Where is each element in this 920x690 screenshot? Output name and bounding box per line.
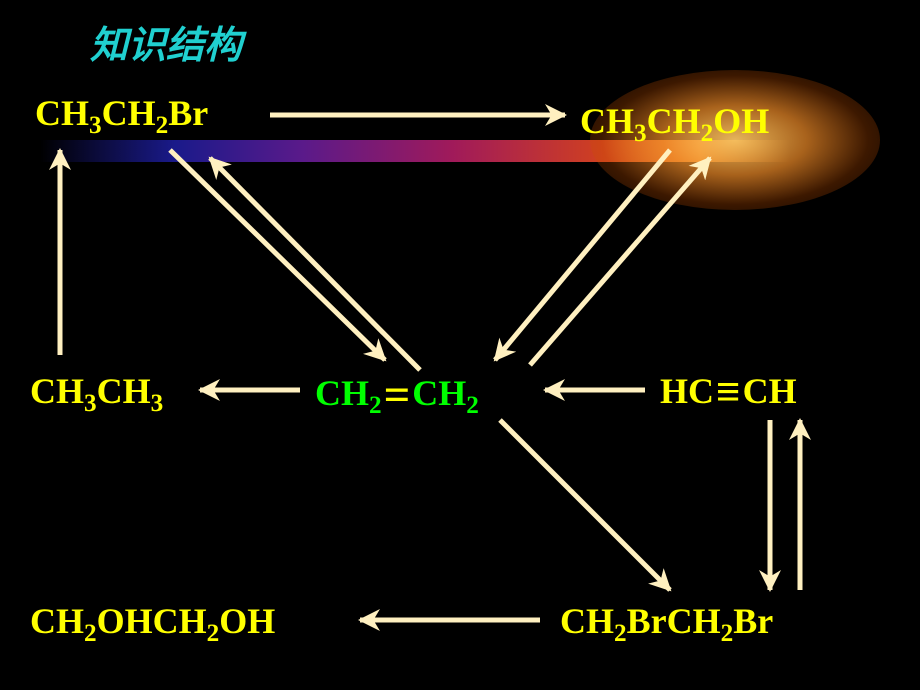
node-ethyne: HC≡CH [660,370,797,419]
node-ethene: CH2=CH2 [315,370,479,424]
diagram-title: 知识结构 [90,14,242,69]
reaction-arrow [210,158,420,370]
reaction-arrow [500,420,670,590]
node-ethanol: CH3CH2OH [580,100,769,142]
node-dibromoethane: CH2BrCH2Br [560,600,773,642]
node-bromoethane: CH3CH2Br [35,92,208,134]
node-ethylene-glycol: CH2OHCH2OH [30,600,275,642]
node-ethane: CH3CH3 [30,370,163,412]
reaction-arrow [170,150,385,360]
